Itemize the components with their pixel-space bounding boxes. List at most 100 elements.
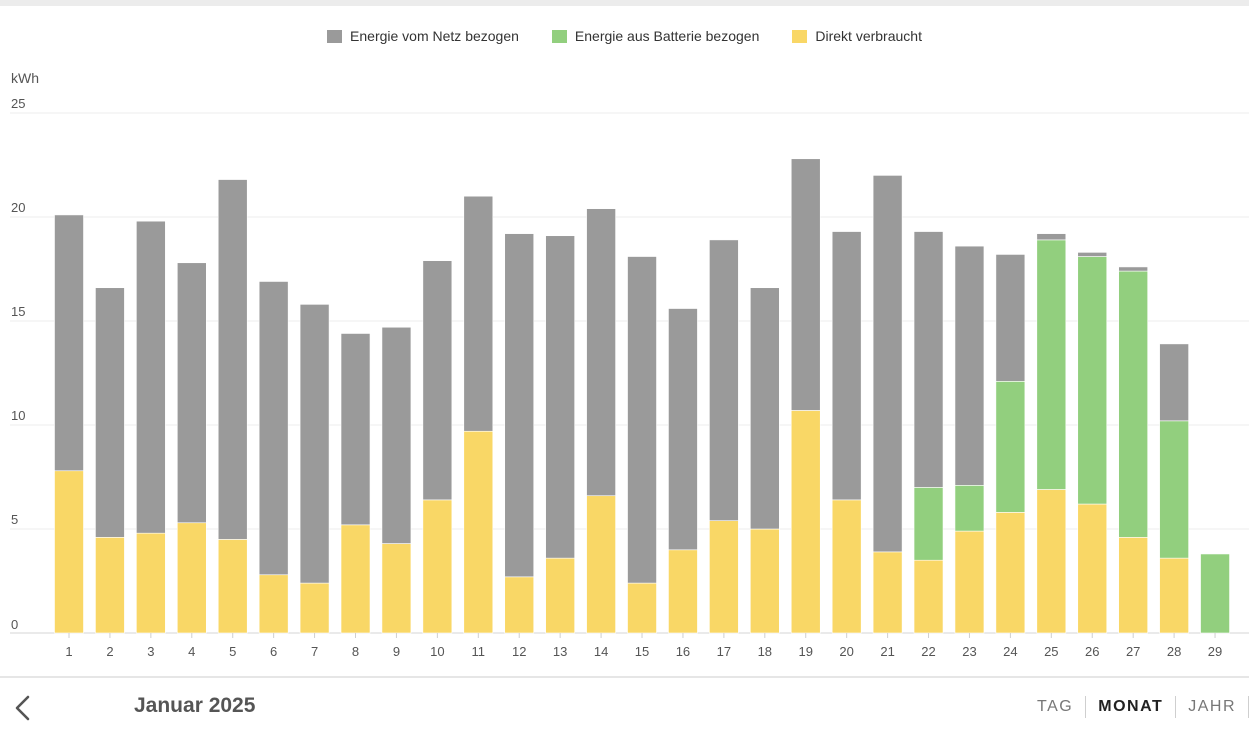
top-strip <box>0 0 1249 6</box>
bar-segment-grid <box>340 333 371 526</box>
bar-segment-direct <box>831 499 862 634</box>
bar-segment-direct <box>340 524 371 634</box>
bar-segment-battery <box>995 381 1026 513</box>
legend-item-direct[interactable]: Direkt verbraucht <box>792 28 922 44</box>
bar-segment-battery <box>1077 256 1108 505</box>
x-tick-label: 21 <box>880 644 894 659</box>
bar-segment-grid <box>627 256 657 584</box>
y-tick-label: 15 <box>11 304 25 319</box>
bar-segment-grid <box>709 239 739 521</box>
bar-segment-direct <box>299 582 330 634</box>
chart-legend: Energie vom Netz bezogen Energie aus Bat… <box>0 28 1249 44</box>
x-tick-label: 11 <box>472 644 486 659</box>
tab-separator <box>1175 696 1177 718</box>
bar-segment-direct <box>954 530 985 634</box>
range-tabs: TAG MONAT JAHR <box>1025 694 1249 720</box>
bar-segment-grid <box>176 262 207 524</box>
y-axis-unit-label: kWh <box>11 70 39 86</box>
legend-label-battery: Energie aus Batterie bezogen <box>574 28 760 44</box>
x-tick-label: 3 <box>147 644 154 659</box>
footer-divider <box>0 676 1249 678</box>
legend-swatch-battery <box>551 29 567 43</box>
bar-segment-battery <box>1159 420 1189 559</box>
bar-segment-grid <box>1118 266 1148 272</box>
bar-segment-direct <box>1077 503 1108 634</box>
x-tick-label: 5 <box>229 644 236 659</box>
bar-segment-direct <box>381 543 412 634</box>
bar-segment-grid <box>54 214 84 472</box>
bar-segment-direct <box>463 430 494 634</box>
bar-segment-grid <box>872 175 903 553</box>
x-tick-label: 9 <box>393 644 400 659</box>
period-title: Januar 2025 <box>134 694 256 717</box>
x-tick-label: 24 <box>1003 644 1017 659</box>
bar-segment-direct <box>217 539 248 634</box>
bar-segment-direct <box>790 410 821 634</box>
tab-jahr[interactable]: JAHR <box>1188 698 1236 715</box>
x-tick-label: 22 <box>921 644 935 659</box>
bar-segment-battery <box>954 485 985 532</box>
bar-segment-grid <box>831 231 862 501</box>
bar-segment-grid <box>545 235 575 559</box>
bar-segment-grid <box>913 231 944 488</box>
bar-segment-direct <box>95 537 125 634</box>
previous-period-button[interactable] <box>8 692 36 724</box>
legend-label-grid: Energie vom Netz bezogen <box>350 28 519 44</box>
y-tick-label: 5 <box>11 512 18 527</box>
bar-segment-grid <box>995 254 1026 382</box>
bar-segment-direct <box>136 532 166 634</box>
x-tick-label: 1 <box>65 644 72 659</box>
x-tick-label: 16 <box>676 644 690 659</box>
bar-segment-direct <box>668 549 698 634</box>
bar-segment-grid <box>668 308 698 551</box>
bar-segment-direct <box>913 559 944 634</box>
bar-segment-grid <box>422 260 453 501</box>
x-tick-label: 2 <box>106 644 113 659</box>
x-tick-label: 15 <box>635 644 649 659</box>
bar-segment-battery <box>1036 239 1067 490</box>
legend-label-direct: Direkt verbraucht <box>815 28 922 44</box>
bar-segment-direct <box>504 576 535 634</box>
bar-segment-direct <box>1118 537 1148 634</box>
bar-segment-grid <box>1077 252 1108 257</box>
x-tick-label: 4 <box>188 644 195 659</box>
legend-item-battery[interactable]: Energie aus Batterie bezogen <box>551 28 760 44</box>
y-tick-label: 10 <box>11 408 25 423</box>
legend-swatch-grid <box>327 29 343 43</box>
tab-tag[interactable]: TAG <box>1037 698 1074 715</box>
bar-segment-direct <box>54 470 84 634</box>
x-tick-label: 25 <box>1044 644 1058 659</box>
chevron-left-icon <box>15 695 30 721</box>
tab-separator <box>1085 696 1087 718</box>
y-tick-label: 0 <box>11 617 18 632</box>
bar-segment-grid <box>954 245 985 486</box>
x-tick-label: 8 <box>352 644 359 659</box>
bar-segment-direct <box>545 557 575 634</box>
bar-segment-battery <box>913 487 944 561</box>
bar-segment-grid <box>136 220 166 534</box>
x-tick-label: 18 <box>758 644 772 659</box>
bar-segment-grid <box>586 208 616 497</box>
bar-segment-direct <box>750 528 780 634</box>
bar-segment-battery <box>1118 270 1148 538</box>
x-tick-label: 19 <box>799 644 813 659</box>
x-tick-label: 7 <box>311 644 318 659</box>
legend-swatch-direct <box>792 29 808 43</box>
tab-monat[interactable]: MONAT <box>1098 698 1164 715</box>
y-tick-label: 20 <box>11 200 25 215</box>
bar-segment-direct <box>176 522 207 634</box>
bar-segment-grid <box>1159 343 1189 422</box>
legend-item-grid[interactable]: Energie vom Netz bezogen <box>327 28 519 44</box>
bar-segment-grid <box>750 287 780 530</box>
x-tick-label: 27 <box>1126 644 1140 659</box>
bar-segment-direct <box>1159 557 1189 634</box>
bar-segment-grid <box>790 158 821 411</box>
bar-segment-grid <box>299 304 330 584</box>
x-tick-label: 20 <box>839 644 853 659</box>
y-tick-label: 25 <box>11 96 25 111</box>
bar-segment-battery <box>1200 553 1230 634</box>
bar-segment-grid <box>217 179 248 540</box>
x-tick-label: 14 <box>594 644 608 659</box>
bar-segment-direct <box>1036 489 1067 634</box>
bar-segment-direct <box>258 574 289 634</box>
